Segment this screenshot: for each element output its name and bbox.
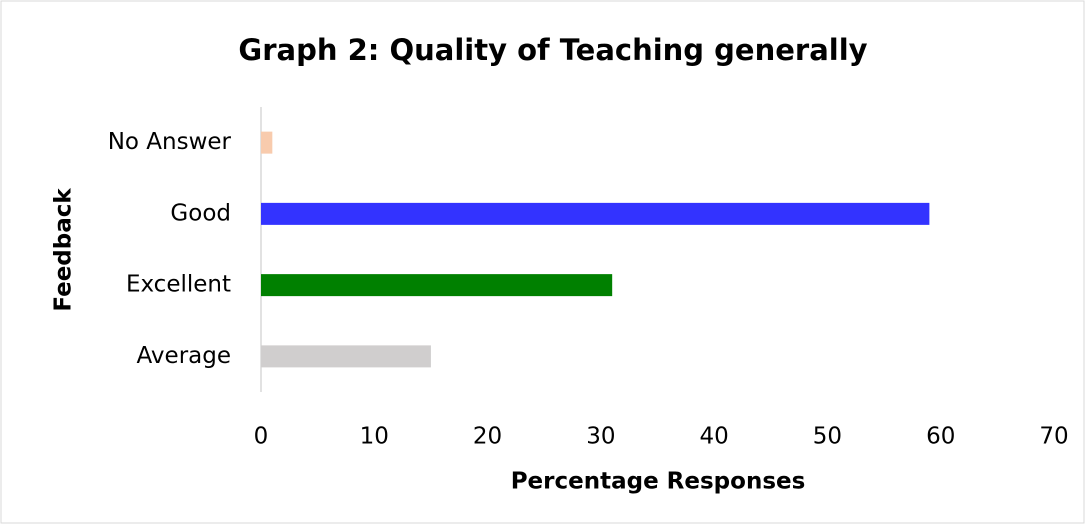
y-tick-label: Excellent	[126, 272, 231, 298]
y-axis-label: Feedback	[51, 188, 77, 312]
x-tick-label: 10	[360, 424, 389, 450]
y-tick-label: Average	[137, 343, 231, 369]
bar	[261, 202, 930, 225]
bar	[261, 345, 431, 368]
x-tick-label: 70	[1039, 424, 1068, 450]
x-tick-label: 40	[700, 424, 729, 450]
y-tick-label: No Answer	[108, 129, 232, 155]
bar	[261, 274, 613, 297]
x-axis-label: Percentage Responses	[511, 469, 806, 495]
y-tick-label: Good	[170, 200, 231, 226]
x-tick-label: 20	[473, 424, 502, 450]
chart-title: Graph 2: Quality of Teaching generally	[238, 33, 867, 67]
x-tick-label: 60	[926, 424, 955, 450]
x-tick-label: 0	[254, 424, 269, 450]
x-tick-label: 50	[813, 424, 842, 450]
x-tick-label: 30	[586, 424, 615, 450]
bar	[261, 131, 273, 154]
